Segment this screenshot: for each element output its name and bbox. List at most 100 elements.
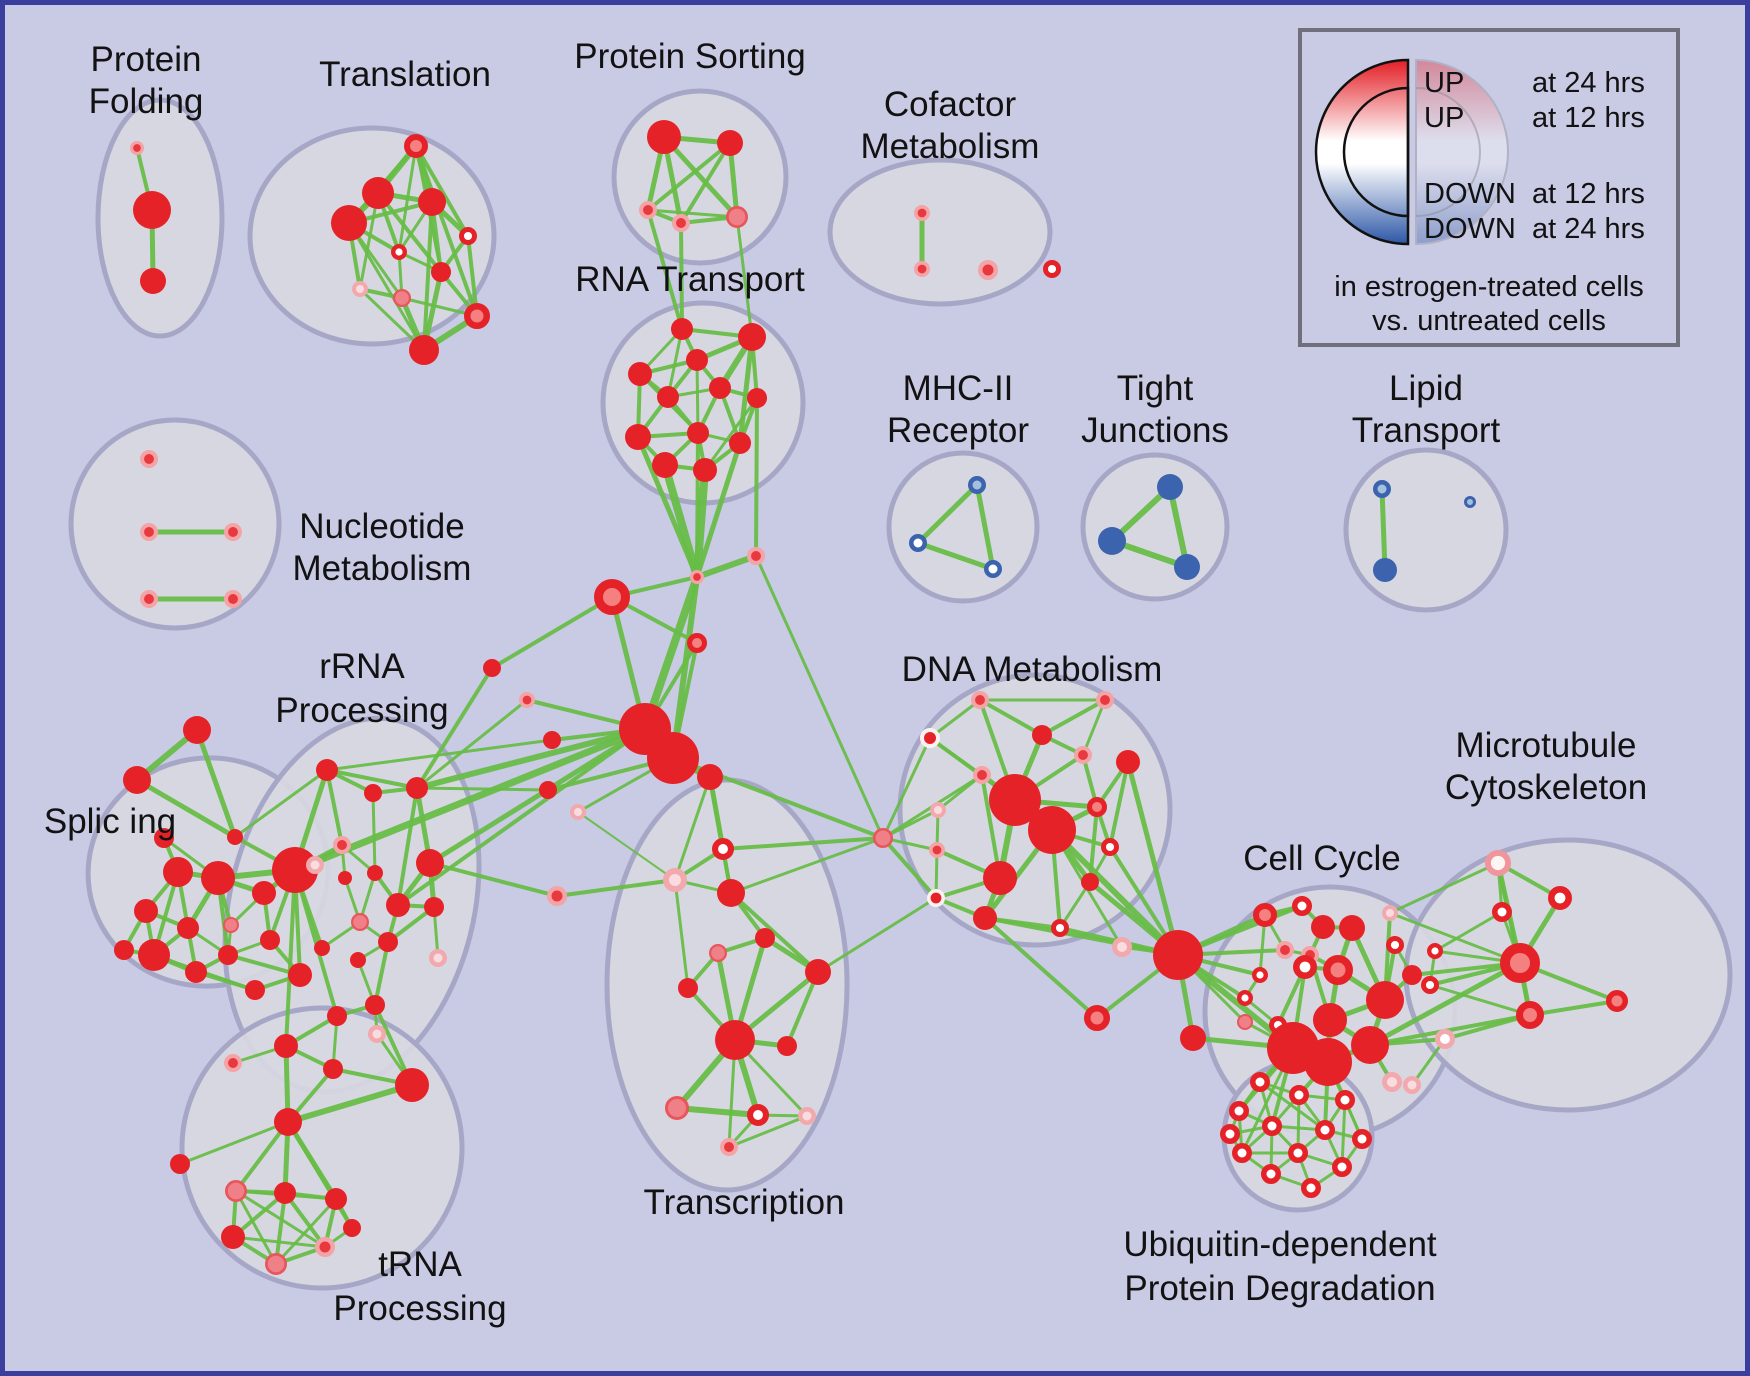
- node-rr18[interactable]: [327, 1006, 347, 1026]
- node-u13[interactable]: [1220, 1124, 1240, 1144]
- node-tn5[interactable]: [265, 1253, 287, 1275]
- node-j4[interactable]: [747, 547, 766, 566]
- node-tr7[interactable]: [709, 944, 727, 962]
- node-u9[interactable]: [1288, 1143, 1308, 1163]
- node-rt10[interactable]: [729, 432, 751, 454]
- node-g1[interactable]: [1084, 1005, 1110, 1031]
- node-dm2[interactable]: [1028, 806, 1076, 854]
- node-s2[interactable]: [201, 861, 235, 895]
- node-tn6[interactable]: [315, 1237, 335, 1257]
- node-tj2[interactable]: [1098, 527, 1126, 555]
- node-rr23[interactable]: [368, 1025, 386, 1043]
- node-rr19[interactable]: [274, 1034, 298, 1058]
- node-rr22[interactable]: [395, 1068, 429, 1102]
- node-s5[interactable]: [223, 917, 239, 933]
- node-tl1[interactable]: [404, 134, 428, 158]
- node-rt1[interactable]: [671, 318, 693, 340]
- node-lp3[interactable]: [1464, 496, 1476, 508]
- node-u3[interactable]: [1335, 1090, 1355, 1110]
- node-m4[interactable]: [1426, 943, 1443, 960]
- node-tl8[interactable]: [352, 281, 368, 297]
- node-rel1[interactable]: [483, 659, 501, 677]
- node-dm7[interactable]: [973, 766, 992, 785]
- node-tn4[interactable]: [221, 1225, 245, 1249]
- node-u7[interactable]: [1352, 1129, 1372, 1149]
- node-s1[interactable]: [163, 857, 193, 887]
- node-tr8[interactable]: [678, 978, 698, 998]
- node-rr6[interactable]: [367, 865, 383, 881]
- node-s12[interactable]: [154, 828, 174, 848]
- node-tr13[interactable]: [747, 1104, 770, 1127]
- node-u4[interactable]: [1229, 1101, 1249, 1121]
- node-tr3[interactable]: [663, 868, 687, 892]
- node-rr10[interactable]: [424, 897, 444, 917]
- node-B1[interactable]: [272, 847, 318, 893]
- node-u6[interactable]: [1315, 1120, 1335, 1140]
- node-pf3[interactable]: [140, 268, 166, 294]
- node-m8[interactable]: [1606, 990, 1628, 1012]
- node-cc12[interactable]: [1237, 1014, 1253, 1030]
- node-s3[interactable]: [134, 899, 158, 923]
- node-cc3[interactable]: [1311, 915, 1335, 939]
- node-rr14[interactable]: [350, 952, 366, 968]
- node-cc17[interactable]: [1402, 965, 1422, 985]
- node-nm2[interactable]: [139, 523, 158, 542]
- node-tn1[interactable]: [225, 1180, 247, 1202]
- node-s7[interactable]: [138, 939, 170, 971]
- node-s11[interactable]: [260, 930, 280, 950]
- node-cc4[interactable]: [1339, 915, 1365, 941]
- node-ps4[interactable]: [672, 213, 691, 232]
- node-rr20[interactable]: [223, 1054, 242, 1073]
- node-pf2[interactable]: [133, 191, 171, 229]
- node-s14[interactable]: [288, 963, 312, 987]
- node-s13[interactable]: [245, 980, 265, 1000]
- node-H2[interactable]: [647, 732, 699, 784]
- node-nm1[interactable]: [139, 449, 158, 468]
- node-trh[interactable]: [274, 1108, 302, 1136]
- node-rr7[interactable]: [338, 871, 352, 885]
- node-u10[interactable]: [1332, 1157, 1352, 1177]
- node-rr13[interactable]: [378, 932, 398, 952]
- node-tl5[interactable]: [459, 227, 478, 246]
- node-rt11[interactable]: [652, 452, 678, 478]
- node-rr21[interactable]: [323, 1059, 343, 1079]
- node-nm5[interactable]: [223, 590, 242, 609]
- node-cc0[interactable]: [1180, 1025, 1206, 1051]
- node-bn[interactable]: [873, 828, 893, 848]
- node-s6[interactable]: [114, 940, 134, 960]
- node-tr2[interactable]: [712, 838, 735, 861]
- node-ps2[interactable]: [717, 130, 743, 156]
- node-tl10[interactable]: [464, 303, 490, 329]
- node-cc14[interactable]: [1366, 981, 1404, 1019]
- node-m7[interactable]: [1516, 1001, 1544, 1029]
- node-rr12[interactable]: [351, 913, 369, 931]
- node-rt3[interactable]: [628, 362, 652, 386]
- node-u8[interactable]: [1232, 1143, 1252, 1163]
- node-cf4[interactable]: [1042, 260, 1061, 279]
- node-dm6[interactable]: [1074, 746, 1093, 765]
- node-tl11[interactable]: [409, 335, 439, 365]
- node-t3[interactable]: [227, 829, 243, 845]
- node-cc19[interactable]: [1304, 1038, 1352, 1086]
- node-cc2[interactable]: [1292, 896, 1312, 916]
- node-lp1[interactable]: [1373, 480, 1391, 498]
- node-tl7[interactable]: [431, 262, 451, 282]
- node-rel2[interactable]: [518, 691, 535, 708]
- node-tr9[interactable]: [805, 959, 831, 985]
- node-mid2[interactable]: [539, 781, 557, 799]
- node-tr10[interactable]: [715, 1020, 755, 1060]
- node-tr4[interactable]: [717, 879, 745, 907]
- node-t2[interactable]: [123, 766, 151, 794]
- node-m5[interactable]: [1500, 943, 1540, 983]
- node-m11[interactable]: [1382, 905, 1398, 921]
- node-m6[interactable]: [1420, 975, 1439, 994]
- node-u2[interactable]: [1289, 1085, 1309, 1105]
- node-dm1[interactable]: [989, 774, 1041, 826]
- node-m9[interactable]: [1435, 1029, 1455, 1049]
- node-cc20[interactable]: [1382, 1072, 1402, 1092]
- node-j2[interactable]: [594, 579, 630, 615]
- node-tl6[interactable]: [391, 243, 408, 260]
- node-dm4[interactable]: [920, 728, 940, 748]
- node-u12[interactable]: [1301, 1178, 1321, 1198]
- node-cc8[interactable]: [1293, 954, 1318, 979]
